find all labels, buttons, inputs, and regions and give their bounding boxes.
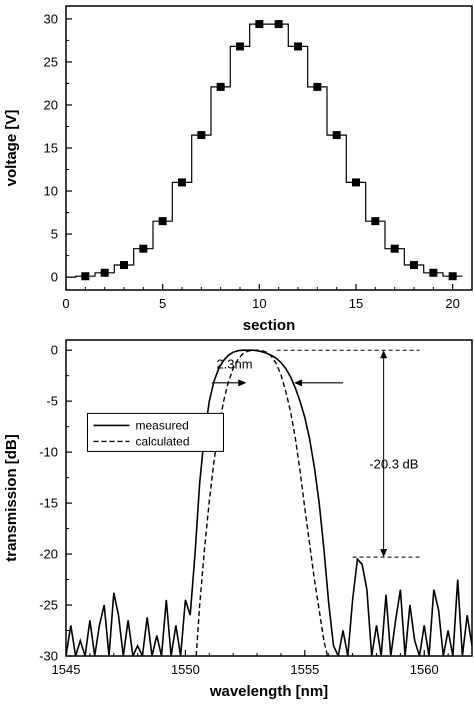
extinction-annotation: -20.3 dB [369, 456, 418, 471]
chart-0-y-tick-label: 0 [51, 270, 58, 285]
voltage-marker [255, 20, 264, 29]
chart-1-x-tick-label: 1550 [171, 662, 200, 677]
chart-0-y-tick-label: 25 [44, 54, 58, 69]
transmission-chart: 1545 1550 1555 1560 0 -5 -10 -15 -20 -25 -30 2.3nm… [3, 339, 473, 700]
voltage-marker [120, 261, 128, 270]
voltage-chart-frame [65, 5, 473, 291]
voltage-marker [352, 178, 360, 187]
voltage-marker [332, 131, 341, 140]
legend: measured calculated [86, 412, 224, 452]
voltage-chart-y-axis-label: voltage [V] [3, 110, 20, 187]
voltage-chart-ticks: 0 5 10 15 20 0 5 10 15 20 25 30 [44, 11, 473, 311]
chart-0-y-tick-label: 10 [44, 184, 58, 199]
chart-1-x-tick-label: 1545 [52, 662, 81, 677]
voltage-marker [100, 268, 109, 277]
chart-1-x-tick-label: 1555 [290, 662, 319, 677]
voltage-marker [429, 268, 438, 277]
chart-1-y-tick-label: -20 [39, 547, 58, 562]
voltage-step-line [66, 23, 463, 278]
legend-calculated-label: calculated [135, 434, 189, 448]
arrowhead-right-icon [238, 379, 247, 387]
chart-0-x-tick-label: 15 [349, 296, 363, 311]
transmission-chart-y-axis-label: transmission [dB] [3, 434, 20, 562]
bandwidth-annotation: 2.3nm [216, 357, 252, 372]
voltage-marker [81, 272, 90, 281]
arrowhead-up-icon [380, 350, 388, 359]
chart-1-x-tick-label: 1560 [410, 662, 439, 677]
voltage-marker [139, 244, 148, 253]
chart-0-y-tick-label: 5 [51, 227, 58, 242]
voltage-marker [178, 178, 186, 187]
arrowhead-down-icon [380, 549, 388, 558]
voltage-marker [371, 217, 380, 226]
arrowhead-left-icon [294, 379, 303, 387]
chart-0-y-tick-label: 15 [44, 141, 58, 156]
transmission-chart-ticks: 1545 1550 1555 1560 0 -5 -10 -15 -20 -25 -30 [39, 343, 473, 677]
legend-measured-label: measured [135, 418, 188, 432]
voltage-marker [197, 131, 206, 140]
transmission-chart-frame [65, 339, 473, 657]
chart-1-y-tick-label: 0 [51, 343, 58, 358]
chart-1-y-tick-label: -30 [39, 649, 58, 664]
chart-1-y-tick-label: -25 [39, 598, 58, 613]
voltage-marker [216, 82, 225, 91]
transmission-chart-x-axis-label: wavelength [nm] [209, 683, 328, 700]
voltage-chart-x-axis-label: section [243, 317, 296, 334]
chart-0-x-tick-label: 5 [159, 296, 166, 311]
legend-box [86, 412, 224, 452]
voltage-chart: 0 5 10 15 20 0 5 10 15 20 25 30 section voltage [V] [3, 5, 473, 334]
voltage-marker [236, 42, 244, 51]
chart-1-y-tick-label: -5 [46, 394, 58, 409]
calculated-series-line [195, 349, 329, 656]
chart-0-x-tick-label: 10 [252, 296, 266, 311]
chart-0-y-tick-label: 30 [44, 11, 58, 26]
voltage-marker [410, 261, 418, 270]
chart-0-x-tick-label: 0 [62, 296, 69, 311]
voltage-marker [448, 272, 457, 281]
voltage-marker [274, 20, 283, 29]
voltage-marker [313, 82, 322, 91]
voltage-marker [294, 42, 302, 51]
chart-0-y-tick-label: 20 [44, 97, 58, 112]
chart-0-x-tick-label: 20 [445, 296, 459, 311]
voltage-marker [158, 217, 167, 226]
chart-1-y-tick-label: -15 [39, 496, 58, 511]
chart-1-y-tick-label: -10 [39, 445, 58, 460]
measured-series-line [66, 349, 472, 656]
voltage-markers [81, 20, 457, 281]
voltage-marker [390, 244, 399, 253]
